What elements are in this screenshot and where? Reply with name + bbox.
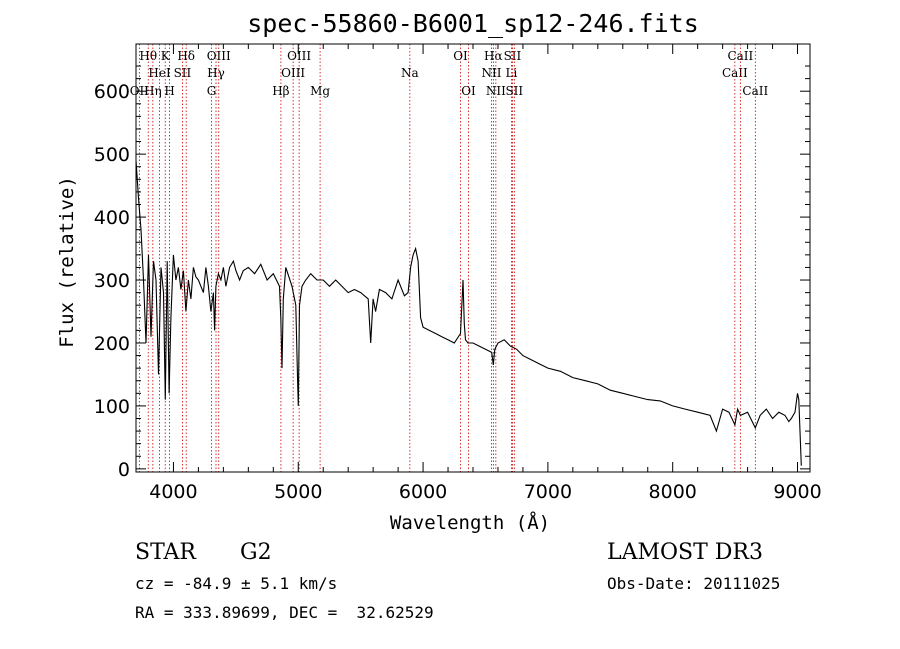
- line-label-21: Li: [506, 66, 518, 80]
- line-label-12: OIII: [281, 66, 305, 80]
- y-tick-label-200: 200: [94, 333, 130, 355]
- x-axis-label: Wavelength (Å): [390, 511, 550, 534]
- line-label-25: CaII: [727, 49, 753, 63]
- spectrum-line: [135, 160, 802, 466]
- line-label-9: Hγ: [207, 66, 225, 80]
- object-subclass: G2: [240, 540, 272, 565]
- y-tick-label-0: 0: [118, 459, 130, 481]
- y-tick-label-600: 600: [94, 81, 130, 103]
- chart-title: spec-55860-B6001_sp12-246.fits: [247, 9, 699, 38]
- y-tick-label-400: 400: [94, 207, 130, 229]
- line-label-17: OI: [461, 84, 476, 98]
- observation-date: Obs-Date: 20111025: [607, 574, 781, 593]
- line-label-3: HeI: [148, 66, 171, 80]
- x-tick-label-7000: 7000: [524, 481, 572, 503]
- line-label-1: Hθ: [139, 49, 157, 63]
- x-tick-label-6000: 6000: [399, 481, 447, 503]
- y-tick-label-500: 500: [94, 144, 130, 166]
- line-label-4: K: [161, 49, 171, 63]
- line-label-5: H: [164, 84, 174, 98]
- y-tick-label-100: 100: [94, 396, 130, 418]
- object-class: STAR: [135, 540, 196, 565]
- x-tick-label-8000: 8000: [649, 481, 697, 503]
- line-label-22: SII: [504, 49, 522, 63]
- x-tick-label-4000: 4000: [149, 481, 197, 503]
- line-label-18: NII: [481, 66, 501, 80]
- line-label-6: SII: [174, 66, 192, 80]
- y-tick-label-300: 300: [94, 270, 130, 292]
- line-label-14: Mg: [310, 84, 330, 98]
- y-axis-label: Flux (relative): [56, 176, 78, 348]
- line-label-20: NII: [486, 84, 506, 98]
- line-label-13: OIII: [287, 49, 311, 63]
- redshift-velocity: cz = -84.9 ± 5.1 km/s: [135, 574, 338, 593]
- line-label-16: OI: [453, 49, 468, 63]
- line-label-7: Hδ: [177, 49, 195, 63]
- line-label-8: G: [207, 84, 217, 98]
- x-tick-label-5000: 5000: [274, 481, 322, 503]
- line-label-26: CaII: [742, 84, 768, 98]
- line-label-2: Hη: [144, 84, 162, 98]
- x-tick-label-9000: 9000: [773, 481, 821, 503]
- plot-frame: [135, 43, 811, 473]
- line-label-15: Na: [401, 66, 419, 80]
- line-label-23: SII: [505, 84, 523, 98]
- coordinates: RA = 333.89699, DEC = 32.62529: [135, 603, 434, 622]
- line-label-11: Hβ: [272, 84, 289, 98]
- line-label-19: Hα: [484, 49, 503, 63]
- survey-label: LAMOST DR3: [607, 540, 763, 565]
- line-label-10: OIII: [207, 49, 231, 63]
- line-label-24: CaII: [722, 66, 748, 80]
